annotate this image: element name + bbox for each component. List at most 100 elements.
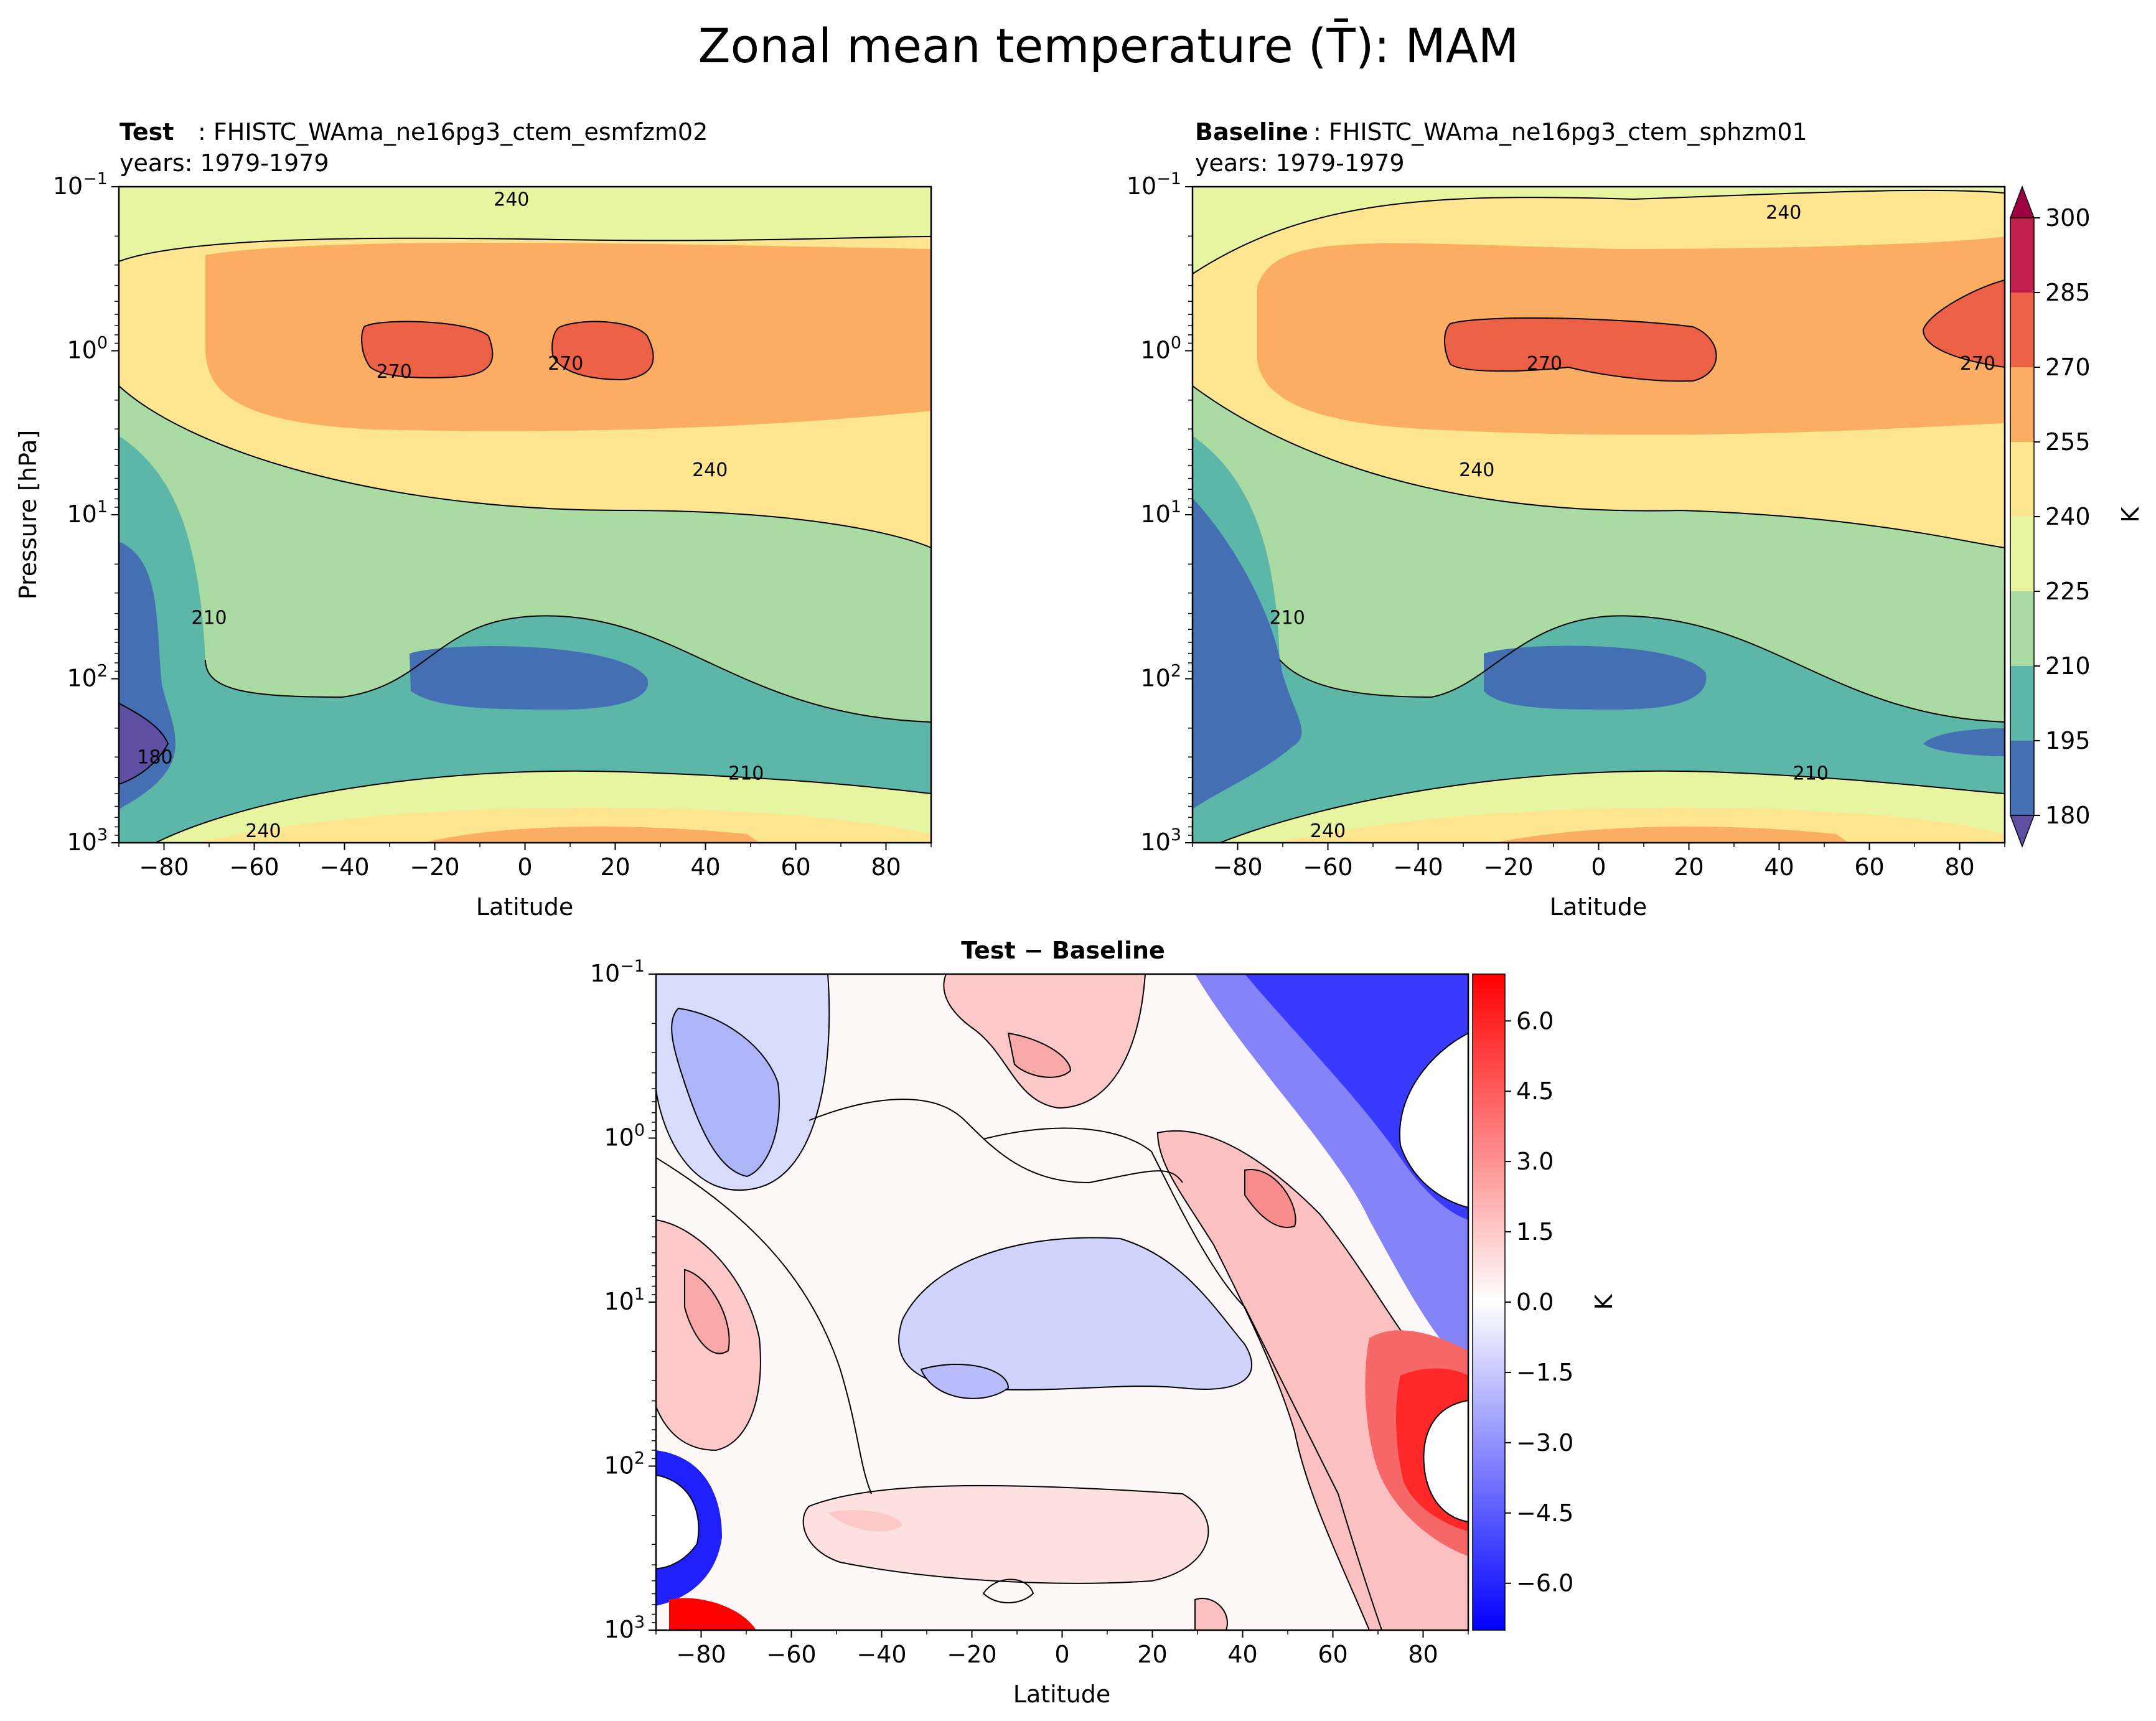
x-tick-label: 60 — [780, 853, 810, 881]
y-tick-exponent: 0 — [634, 1121, 645, 1140]
diff-contour-2 — [983, 1127, 1382, 1630]
y-tick-label: 10−1 — [590, 957, 645, 987]
diff-colorbar-tick-label: 0.0 — [1516, 1288, 1554, 1316]
y-tick-label: 102 — [67, 662, 108, 692]
colorbar-tick-label: 240 — [2045, 503, 2091, 530]
y-tick-exponent: 0 — [1171, 334, 1181, 353]
test-band-12 — [551, 321, 654, 381]
diff-x-axis: −80 −60 −40 −20 0 20 40 60 80 — [655, 1630, 1469, 1668]
contour-label: 240 — [1459, 459, 1494, 481]
base-title-rest: : FHISTC_WAma_ne16pg3_ctem_sphzm01 — [1313, 118, 1807, 146]
y-tick-label: 100 — [67, 334, 108, 364]
test-title-bold: Test — [120, 118, 174, 146]
colorbar-tick-label: 180 — [2045, 802, 2091, 829]
colorbar-segment — [2010, 741, 2034, 815]
x-tick-label: 20 — [1674, 853, 1704, 881]
contour-label: 210 — [191, 607, 227, 629]
y-tick-exponent: 1 — [97, 497, 108, 517]
y-tick-exponent: 2 — [1171, 662, 1181, 681]
diff-blob-20 — [828, 1510, 902, 1532]
colorbar-segment — [2010, 218, 2034, 293]
colorbar-segment — [2010, 293, 2034, 367]
test-band-9 — [199, 807, 931, 843]
diff-blob-13 — [1423, 1399, 1468, 1523]
y-tick-exponent: −1 — [83, 169, 108, 189]
x-tick-label: 60 — [1854, 853, 1884, 881]
colorbar-segment — [2010, 367, 2034, 442]
colorbar-extend-high — [2009, 185, 2035, 218]
y-tick-label: 102 — [604, 1449, 645, 1479]
diff-blob-19 — [802, 1484, 1209, 1584]
test-subtitle: years: 1979-1979 — [120, 149, 329, 177]
contour-label: 210 — [1793, 763, 1829, 785]
y-tick-exponent: 3 — [97, 825, 108, 845]
test-contour-4 — [119, 703, 169, 785]
base-band-10 — [1494, 826, 1849, 843]
diff-colorbar-tick-label: −3.0 — [1516, 1429, 1573, 1456]
diff-colorbar-tick-label: −1.5 — [1516, 1359, 1573, 1386]
base-panel: Baseline : FHISTC_WAma_ne16pg3_ctem_sphz… — [1127, 118, 2144, 921]
contour-label: 270 — [377, 361, 412, 383]
x-tick-label: 0 — [1591, 853, 1606, 881]
test-band-11 — [361, 321, 494, 378]
diff-x-label: Latitude — [1013, 1681, 1110, 1708]
diff-colorbar-tick-label: −4.5 — [1516, 1499, 1573, 1527]
test-contour-2 — [205, 615, 931, 723]
x-tick-label: 40 — [690, 853, 720, 881]
diff-colorbar-bar — [1472, 973, 1506, 1631]
x-tick-label: 80 — [1408, 1641, 1438, 1668]
base-band-5 — [1193, 498, 1302, 809]
contour-label: 210 — [728, 763, 764, 785]
contour-label: 240 — [1310, 820, 1346, 842]
base-contour-1 — [1193, 385, 2005, 548]
diff-blob-8 — [920, 1363, 1010, 1399]
colorbar-extend-low — [2009, 815, 2035, 848]
base-band-4 — [1193, 436, 2005, 843]
x-tick-label: −20 — [410, 853, 459, 881]
x-tick-label: 20 — [1137, 1641, 1167, 1668]
base-contour-2 — [1279, 615, 2005, 723]
temperature-colorbar-label: K — [2117, 506, 2144, 522]
diff-blob-6 — [1399, 1032, 1468, 1209]
temperature-colorbar: 180 195 210 225 240 255 270 285 300 — [2009, 185, 2091, 848]
base-plot: 240 270 270 240 210 210 240 — [1191, 185, 2006, 844]
diff-blob-17 — [656, 1474, 700, 1570]
test-y-label: Pressure [hPa] — [14, 430, 42, 600]
test-x-label: Latitude — [476, 893, 573, 921]
colorbar-segment — [2010, 591, 2034, 666]
y-tick-label: 103 — [604, 1613, 645, 1643]
y-tick-label: 10−1 — [1127, 169, 1181, 200]
base-contour-labels: 240 270 270 240 210 210 240 — [1270, 202, 1996, 842]
test-contour-0 — [119, 236, 931, 262]
colorbar-tick-label: 210 — [2045, 652, 2091, 680]
contour-label: 180 — [137, 746, 172, 768]
test-band-7 — [119, 703, 168, 784]
x-tick-label: 40 — [1764, 853, 1794, 881]
x-tick-label: 20 — [600, 853, 630, 881]
diff-title: Test − Baseline — [961, 937, 1165, 964]
x-tick-label: −60 — [1303, 853, 1352, 881]
test-band-4 — [119, 436, 931, 843]
colorbar-tick-label: 225 — [2045, 578, 2091, 605]
difference-colorbar-label: K — [1590, 1293, 1618, 1310]
y-tick-exponent: 2 — [634, 1449, 645, 1468]
x-tick-label: −20 — [947, 1641, 996, 1668]
y-tick-label: 101 — [1140, 497, 1181, 528]
x-tick-label: −80 — [139, 853, 189, 881]
test-band-10 — [423, 826, 759, 843]
y-tick-exponent: 3 — [634, 1613, 645, 1632]
y-tick-label: 100 — [604, 1121, 645, 1151]
diff-colorbar-tick-label: 1.5 — [1516, 1218, 1554, 1245]
y-tick-label: 103 — [1140, 825, 1181, 856]
diff-blob-15 — [684, 1268, 730, 1354]
contour-label: 240 — [494, 189, 529, 210]
base-band-11 — [1444, 317, 1717, 382]
contour-label: 210 — [1270, 607, 1305, 629]
base-contour-3 — [1219, 770, 2005, 843]
difference-colorbar: 6.0 4.5 3.0 1.5 0.0 −1.5 −3.0 −4.5 −6.0 — [1472, 973, 1573, 1631]
test-contour-3 — [155, 770, 931, 843]
diff-contour-1 — [809, 1099, 1183, 1184]
base-x-axis: −80 −60 −40 −20 0 20 40 60 80 — [1192, 843, 2005, 881]
